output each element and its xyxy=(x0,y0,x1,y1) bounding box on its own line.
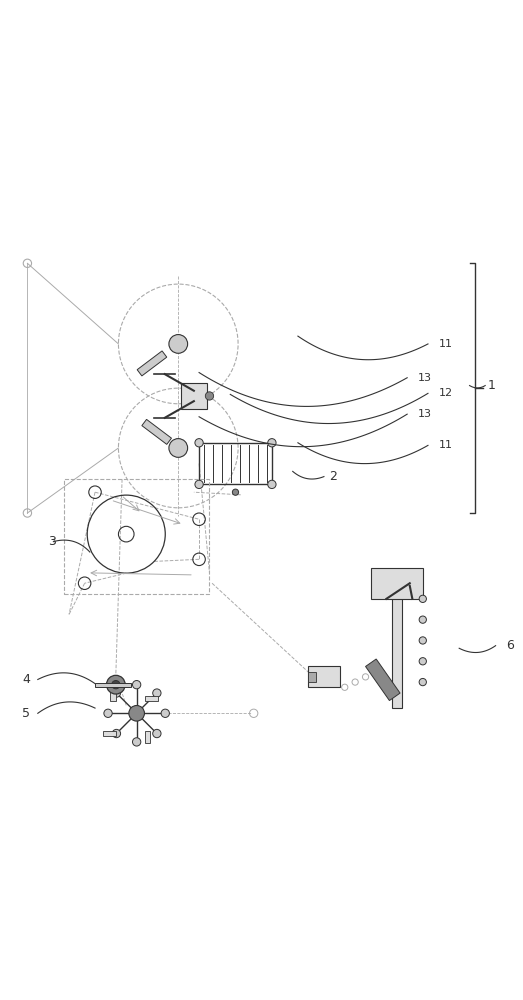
Text: 5: 5 xyxy=(22,707,30,720)
Bar xyxy=(371,568,423,599)
Text: 13: 13 xyxy=(417,373,431,383)
Bar xyxy=(309,666,339,687)
Bar xyxy=(309,672,316,682)
Circle shape xyxy=(153,689,161,697)
Circle shape xyxy=(132,738,141,746)
Bar xyxy=(145,731,150,743)
Circle shape xyxy=(112,729,121,738)
Circle shape xyxy=(384,573,410,599)
Circle shape xyxy=(206,392,213,400)
Text: 6: 6 xyxy=(506,639,514,652)
Bar xyxy=(199,443,272,484)
Circle shape xyxy=(161,709,169,717)
Circle shape xyxy=(268,480,276,489)
Bar xyxy=(137,351,167,376)
Text: 4: 4 xyxy=(22,673,30,686)
Bar xyxy=(95,683,131,687)
Circle shape xyxy=(392,581,402,591)
Circle shape xyxy=(268,439,276,447)
Bar xyxy=(64,479,210,594)
Circle shape xyxy=(419,595,426,602)
Circle shape xyxy=(153,729,161,738)
Text: 12: 12 xyxy=(438,388,452,398)
Circle shape xyxy=(419,616,426,623)
Circle shape xyxy=(419,637,426,644)
Bar xyxy=(110,689,116,701)
Bar xyxy=(103,731,116,736)
Circle shape xyxy=(169,335,188,353)
Circle shape xyxy=(104,709,112,717)
Circle shape xyxy=(132,681,141,689)
Bar xyxy=(181,383,207,409)
Bar xyxy=(145,696,157,701)
Circle shape xyxy=(112,681,120,689)
Circle shape xyxy=(232,489,238,495)
Text: 3: 3 xyxy=(48,535,56,548)
Circle shape xyxy=(169,439,188,457)
Circle shape xyxy=(419,678,426,686)
Bar xyxy=(142,419,172,444)
Circle shape xyxy=(195,480,203,489)
Text: 2: 2 xyxy=(329,470,337,483)
Circle shape xyxy=(129,705,144,721)
Bar xyxy=(392,578,402,708)
Circle shape xyxy=(112,689,121,697)
Circle shape xyxy=(107,675,125,694)
Circle shape xyxy=(195,439,203,447)
Bar xyxy=(366,659,400,701)
Text: 11: 11 xyxy=(438,440,452,450)
Circle shape xyxy=(419,658,426,665)
Text: 13: 13 xyxy=(417,409,431,419)
Text: 11: 11 xyxy=(438,339,452,349)
Text: 1: 1 xyxy=(488,379,496,392)
